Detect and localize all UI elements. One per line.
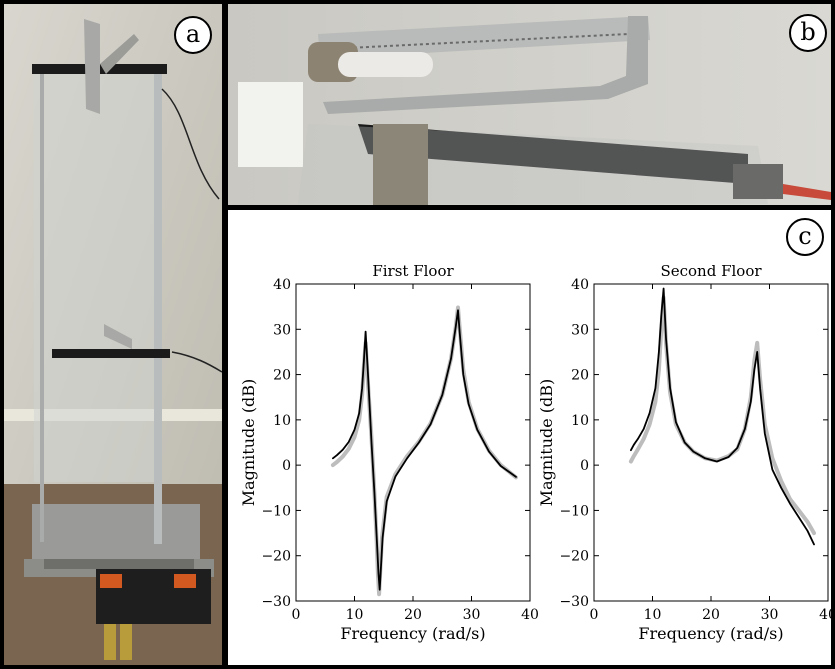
panel-a-photo: a: [4, 4, 222, 665]
plot-frame: [593, 283, 829, 602]
y-tick-label: 40: [273, 277, 291, 293]
y-tick-label: 20: [273, 368, 291, 384]
panel-b-photo: b: [228, 4, 831, 205]
panel-label-c: c: [786, 218, 824, 256]
x-tick-label: 20: [702, 607, 720, 623]
x-tick-label: 0: [292, 607, 301, 623]
chart-1: 0 10 20 30 40 −30 −20 −10 0 10 20 30 40 First Floor Fr…: [239, 262, 539, 643]
chart-title: Second Floor: [660, 262, 762, 280]
y-axis-label: Magnitude (dB): [239, 379, 258, 507]
model-series-line: [332, 309, 517, 591]
y-tick-label: 20: [571, 368, 589, 384]
x-tick-label: 10: [644, 607, 662, 623]
panel-label-a: a: [174, 16, 212, 54]
x-tick-label: 0: [590, 607, 599, 623]
y-tick-label: 40: [571, 277, 589, 293]
y-axis-label: Magnitude (dB): [537, 379, 556, 507]
y-tick-label: 30: [571, 322, 589, 338]
x-tick-label: 40: [521, 607, 539, 623]
y-tick-label: 10: [571, 413, 589, 429]
frequency-response-charts: 0 10 20 30 40 −30 −20 −10 0 10 20 30 40 First Floor Fr…: [239, 262, 831, 643]
y-tick-label: −10: [559, 503, 589, 519]
y-tick-label: 0: [580, 458, 589, 474]
y-tick-label: 0: [282, 458, 291, 474]
plot-frame: [295, 283, 531, 602]
y-tick-label: −30: [559, 594, 589, 610]
panel-c-charts: 0 10 20 30 40 −30 −20 −10 0 10 20 30 40 First Floor Fr…: [228, 210, 831, 665]
chart-title: First Floor: [372, 262, 454, 280]
x-axis-label: Frequency (rad/s): [340, 624, 485, 643]
x-tick-label: 30: [463, 607, 481, 623]
model-series-line: [629, 287, 815, 546]
x-axis-label: Frequency (rad/s): [638, 624, 783, 643]
y-tick-label: −20: [559, 549, 589, 565]
x-tick-label: 10: [346, 607, 364, 623]
chart-2: 0 10 20 30 40 −30 −20 −10 0 10 20 30 40 Second Floor F…: [537, 262, 831, 643]
sensor-closeup-photo: [228, 4, 831, 205]
y-tick-label: −10: [261, 503, 291, 519]
y-tick-label: −20: [261, 549, 291, 565]
y-tick-label: 30: [273, 322, 291, 338]
structure-photo: [4, 4, 222, 665]
y-tick-label: −30: [261, 594, 291, 610]
x-tick-label: 30: [761, 607, 779, 623]
x-tick-label: 40: [819, 607, 831, 623]
panel-label-b: b: [789, 14, 827, 52]
x-tick-label: 20: [404, 607, 422, 623]
y-tick-label: 10: [273, 413, 291, 429]
